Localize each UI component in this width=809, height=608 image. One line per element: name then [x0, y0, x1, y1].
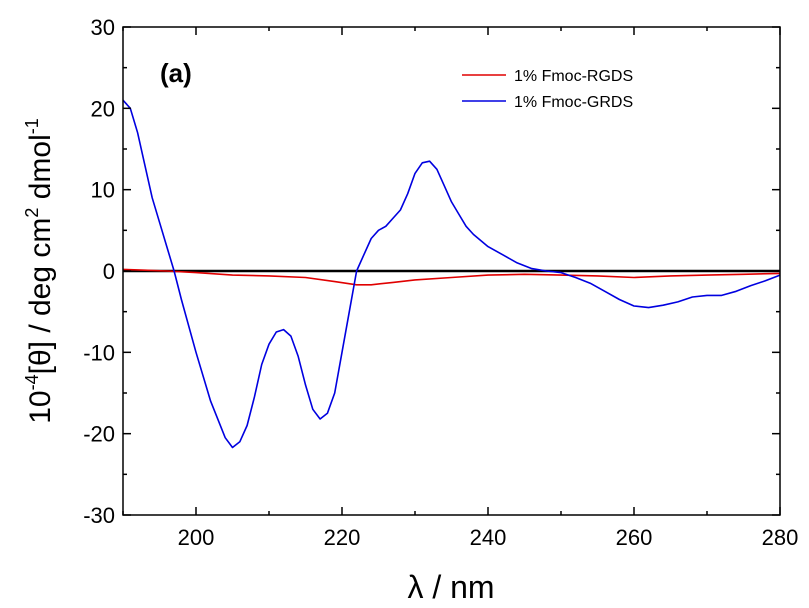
- series-line-fmoc-rgds: [123, 268, 780, 286]
- y-tick-label: 0: [103, 259, 115, 284]
- x-tick-label: 280: [762, 525, 799, 550]
- panel-label: (a): [160, 58, 192, 88]
- x-axis-title: λ / nm: [407, 569, 494, 605]
- x-tick-label: 220: [324, 525, 361, 550]
- y-tick-label: -30: [83, 503, 115, 528]
- y-tick-label: -10: [83, 340, 115, 365]
- y-axis: -30 -20 -10 0 10 20 30: [83, 15, 780, 528]
- series-line-fmoc-grds: [123, 99, 780, 449]
- y-tick-label: 10: [91, 178, 115, 203]
- x-tick-label: 240: [470, 525, 507, 550]
- legend-label: 1% Fmoc-GRDS: [514, 94, 633, 111]
- legend-label: 1% Fmoc-RGDS: [514, 68, 633, 85]
- x-tick-label: 200: [178, 525, 215, 550]
- y-tick-label: 20: [91, 96, 115, 121]
- y-tick-label: -20: [83, 422, 115, 447]
- y-tick-label: 30: [91, 15, 115, 40]
- x-axis: 200 220 240 260 280: [122, 27, 799, 550]
- y-axis-title: 10-4[θ] / deg cm2 dmol-1: [22, 118, 57, 424]
- x-tick-label: 260: [616, 525, 653, 550]
- legend: 1% Fmoc-RGDS 1% Fmoc-GRDS: [462, 68, 633, 111]
